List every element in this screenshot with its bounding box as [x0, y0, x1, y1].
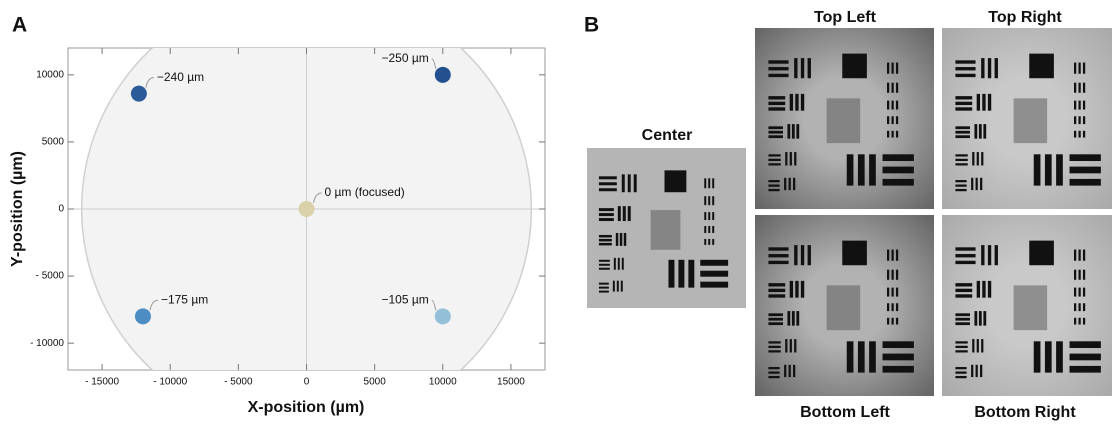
point-label: −250 µm [382, 51, 429, 65]
leader-line [431, 299, 437, 311]
x-tick-label: 15000 [497, 377, 525, 388]
point [130, 85, 147, 102]
point-label: −105 µm [382, 293, 429, 307]
panel-label: A [12, 14, 27, 37]
y-axis-title: Y-position (µm) [9, 151, 26, 267]
point [434, 66, 451, 83]
point-label: −240 µm [157, 70, 204, 84]
x-tick-label: 10000 [429, 377, 457, 388]
panel-label: B [584, 14, 599, 37]
image-title: Top Right [988, 9, 1062, 26]
x-tick-label: 5000 [364, 377, 387, 388]
x-tick-label: - 5000 [224, 377, 253, 388]
x-tick-label: 0 [304, 377, 310, 388]
point [434, 308, 451, 325]
y-tick-label: - 5000 [36, 271, 65, 282]
leader-line [149, 299, 158, 311]
image-title: Bottom Right [974, 404, 1076, 421]
image-title: Top Left [814, 9, 877, 26]
x-tick-label: - 10000 [153, 377, 187, 388]
image-title: Center [642, 127, 693, 144]
point [298, 201, 315, 217]
y-tick-label: - 10000 [30, 338, 64, 349]
leader-line [431, 58, 437, 69]
y-tick-label: 5000 [42, 137, 65, 148]
leader-line [313, 192, 322, 204]
image-title: Bottom Left [800, 404, 890, 421]
leader-line [145, 77, 154, 88]
x-tick-label: - 15000 [85, 377, 119, 388]
point [134, 308, 151, 325]
y-tick-label: 0 [58, 204, 64, 215]
y-tick-label: 10000 [36, 69, 64, 80]
point-label: 0 µm (focused) [325, 185, 405, 199]
point-label: −175 µm [161, 293, 208, 307]
x-axis-title: X-position (µm) [248, 399, 365, 416]
